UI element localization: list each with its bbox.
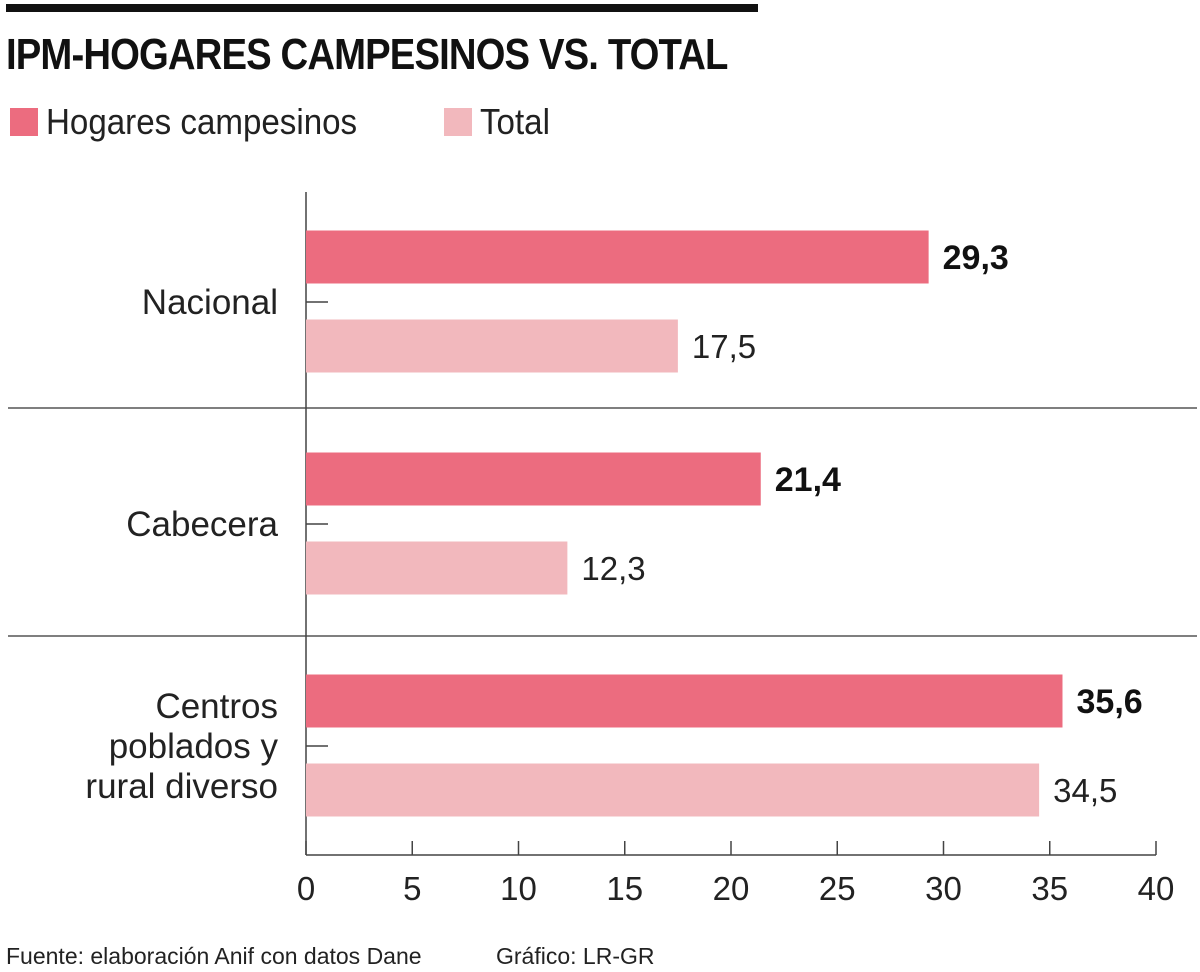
title-top-rule [6,4,758,12]
bar-total [306,541,568,595]
category-label: rural diverso [85,767,278,806]
legend-swatch-total [444,108,473,136]
x-tick-label: 10 [500,870,537,907]
bar-total [306,763,1040,817]
bar-hogares-campesinos [306,674,1063,728]
legend-label-total: Total [480,101,551,142]
x-tick-label: 35 [1031,870,1068,907]
data-label: 35,6 [1077,683,1143,721]
x-tick-label: 0 [297,870,315,907]
legend-label-hogares-campesinos: Hogares campesinos [46,101,358,142]
data-label: 17,5 [692,328,756,365]
x-tick-label: 15 [606,870,643,907]
x-tick-label: 25 [819,870,856,907]
bar-total [306,319,678,373]
legend-item-total: Total [444,101,556,143]
category-label: Cabecera [126,505,278,544]
legend: Hogares campesinos Total [10,100,616,144]
bar-hogares-campesinos [306,230,929,284]
category-label: Nacional [142,283,278,322]
data-label: 34,5 [1053,772,1117,809]
category-label: Centros [155,687,278,726]
x-tick-label: 40 [1138,870,1175,907]
category-label: poblados y [109,727,279,766]
data-label: 12,3 [581,550,645,587]
chart-title: IPM-HOGARES CAMPESINOS VS. TOTAL [6,30,728,79]
data-label: 21,4 [775,461,841,499]
footer-source: Fuente: elaboración Anif con datos Dane [6,943,422,969]
data-label: 29,3 [943,239,1009,277]
footer-credit: Gráfico: LR-GR [496,943,655,969]
legend-swatch-hogares-campesinos [10,108,38,136]
bar-chart: 0 5 10 15 20 25 30 35 40 Nacional 29,3 17,5 Cabecera… [8,192,1197,907]
legend-item-hogares-campesinos: Hogares campesinos [10,101,384,143]
bar-hogares-campesinos [306,452,761,506]
x-tick-label: 5 [403,870,421,907]
x-tick-label: 30 [925,870,962,907]
x-tick-label: 20 [713,870,750,907]
